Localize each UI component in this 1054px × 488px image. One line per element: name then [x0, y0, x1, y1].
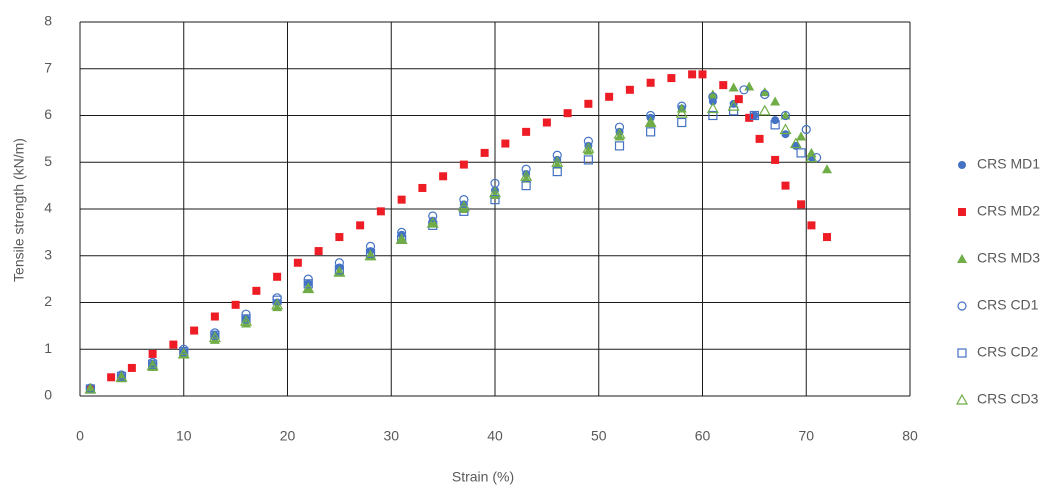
legend-label: CRS MD3 — [977, 250, 1040, 266]
x-tick-label: 50 — [591, 428, 607, 444]
data-point — [418, 184, 426, 192]
data-point — [128, 364, 136, 372]
data-point — [553, 168, 561, 176]
legend-label: CRS MD1 — [977, 156, 1040, 172]
data-point — [294, 259, 302, 267]
data-point — [522, 182, 530, 190]
data-point — [667, 74, 675, 82]
data-point — [460, 161, 468, 169]
data-point — [782, 130, 790, 138]
data-point — [501, 140, 509, 148]
legend-label: CRS CD3 — [977, 391, 1039, 407]
legend-label: CRS CD1 — [977, 297, 1039, 313]
data-point — [481, 149, 489, 157]
x-tick-label: 10 — [176, 428, 192, 444]
data-point — [564, 109, 572, 117]
data-point — [699, 70, 707, 78]
x-tick-label: 0 — [76, 428, 84, 444]
x-tick-label: 60 — [695, 428, 711, 444]
data-point — [771, 156, 779, 164]
data-point — [377, 207, 385, 215]
data-point — [782, 182, 790, 190]
page: Strain (%) Tensile strength (kN/m) 0 1 2 3 4… — [0, 0, 1054, 488]
data-point — [647, 128, 655, 136]
x-tick-label: 40 — [487, 428, 503, 444]
data-point — [678, 119, 686, 127]
y-tick-label: 1 — [44, 340, 52, 356]
data-point — [626, 86, 634, 94]
legend-marker — [957, 395, 967, 404]
data-point — [771, 116, 779, 124]
x-tick-label: 20 — [280, 428, 296, 444]
data-point — [647, 79, 655, 87]
data-point — [616, 142, 624, 150]
data-point — [398, 196, 406, 204]
data-point — [730, 107, 738, 115]
data-point — [149, 350, 157, 358]
data-point — [770, 96, 780, 105]
legend-marker — [958, 208, 966, 216]
data-point — [719, 81, 727, 89]
x-axis-title: Strain (%) — [452, 469, 514, 485]
chart: Strain (%) Tensile strength (kN/m) 0 1 2 3 4… — [0, 0, 1054, 488]
data-point — [211, 313, 219, 321]
data-point — [190, 327, 198, 335]
data-point — [522, 128, 530, 136]
data-point — [735, 95, 743, 103]
data-point — [756, 135, 764, 143]
legend-label: CRS CD2 — [977, 344, 1039, 360]
y-tick-label: 2 — [44, 293, 52, 309]
data-point — [688, 70, 696, 78]
data-point — [760, 106, 770, 115]
data-point — [439, 172, 447, 180]
data-point — [797, 149, 805, 157]
y-tick-label: 7 — [44, 59, 52, 75]
data-point — [232, 301, 240, 309]
x-tick-label: 30 — [383, 428, 399, 444]
data-point — [273, 273, 281, 281]
legend-marker — [957, 254, 967, 263]
y-tick-label: 8 — [44, 13, 52, 29]
y-tick-label: 4 — [44, 200, 52, 216]
data-point — [729, 82, 739, 91]
legend-marker — [958, 161, 966, 169]
x-tick-label: 70 — [798, 428, 814, 444]
data-point — [822, 164, 832, 173]
legend-marker — [958, 349, 966, 357]
data-point — [584, 100, 592, 108]
y-tick-label: 6 — [44, 106, 52, 122]
data-point — [356, 221, 364, 229]
data-point — [797, 200, 805, 208]
data-point — [252, 287, 260, 295]
data-point — [107, 373, 115, 381]
y-tick-label: 0 — [44, 387, 52, 403]
legend-marker — [958, 302, 966, 310]
legend-label: CRS MD2 — [977, 203, 1040, 219]
data-point — [169, 341, 177, 349]
data-point — [543, 119, 551, 127]
data-point — [315, 247, 323, 255]
data-point — [807, 221, 815, 229]
data-point — [335, 233, 343, 241]
y-tick-label: 3 — [44, 246, 52, 262]
data-point — [605, 93, 613, 101]
x-tick-label: 80 — [902, 428, 918, 444]
y-tick-label: 5 — [44, 153, 52, 169]
y-axis-title: Tensile strength (kN/m) — [11, 138, 27, 282]
data-point — [823, 233, 831, 241]
data-point — [745, 114, 753, 122]
